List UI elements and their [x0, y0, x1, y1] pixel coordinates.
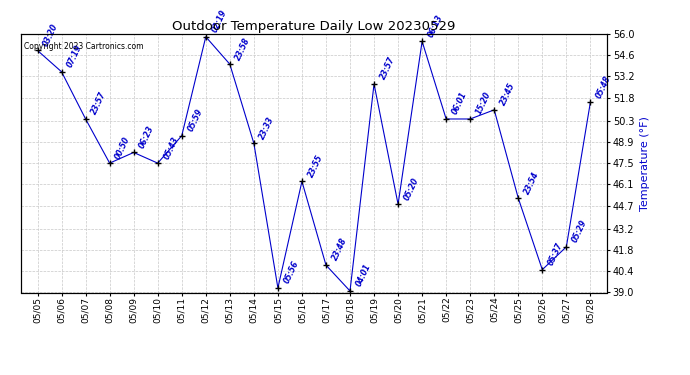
Text: 07:19: 07:19 [66, 44, 84, 69]
Text: 05:29: 05:29 [571, 219, 589, 244]
Text: 03:20: 03:20 [41, 22, 60, 48]
Text: 00:50: 00:50 [114, 135, 132, 160]
Text: 23:57: 23:57 [90, 91, 108, 116]
Text: 06:01: 06:01 [451, 91, 469, 116]
Text: 05:59: 05:59 [186, 107, 204, 133]
Text: 05:20: 05:20 [402, 176, 420, 201]
Text: 05:56: 05:56 [282, 260, 300, 285]
Text: 05:48: 05:48 [595, 74, 613, 99]
Y-axis label: Temperature (°F): Temperature (°F) [640, 116, 650, 211]
Text: 06:23: 06:23 [138, 124, 156, 150]
Text: 23:48: 23:48 [330, 237, 348, 262]
Text: Copyright 2023 Cartronics.com: Copyright 2023 Cartronics.com [23, 42, 143, 51]
Text: 23:58: 23:58 [234, 36, 253, 62]
Text: 15:20: 15:20 [474, 91, 493, 116]
Text: 23:55: 23:55 [306, 153, 324, 178]
Text: 23:54: 23:54 [522, 170, 541, 195]
Text: 23:45: 23:45 [498, 81, 517, 107]
Text: 23:57: 23:57 [378, 56, 397, 81]
Text: 06:13: 06:13 [426, 13, 444, 39]
Text: 23:33: 23:33 [258, 115, 276, 141]
Title: Outdoor Temperature Daily Low 20230529: Outdoor Temperature Daily Low 20230529 [172, 20, 455, 33]
Text: 05:37: 05:37 [546, 242, 565, 267]
Text: 02:19: 02:19 [210, 9, 228, 34]
Text: 05:43: 05:43 [162, 135, 180, 160]
Text: 04:01: 04:01 [354, 262, 373, 288]
